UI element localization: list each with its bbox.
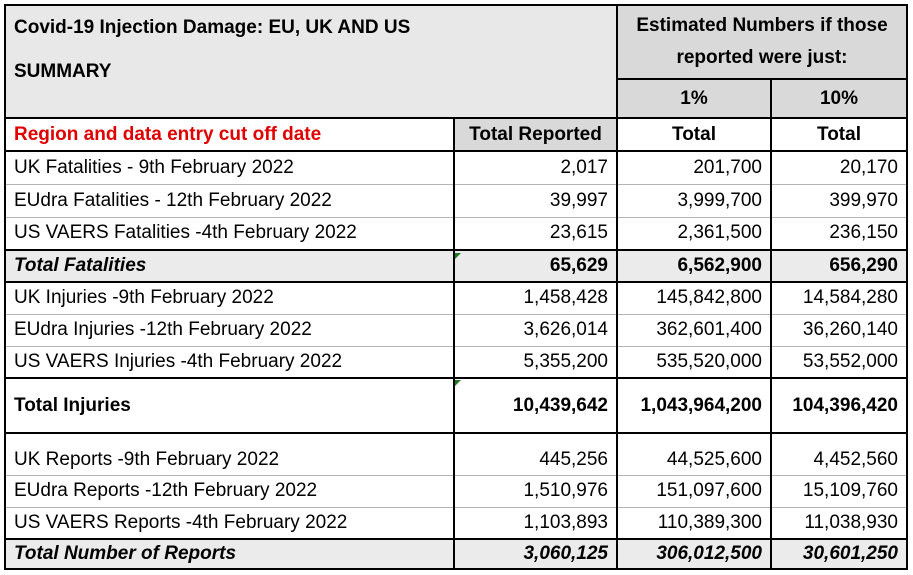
- cell-marker-icon: [455, 253, 461, 259]
- total-1pct-cell: 306,012,500: [617, 539, 772, 570]
- total-1pct-cell: 44,525,600: [617, 433, 772, 476]
- total-10pct-column-header: Total: [771, 117, 908, 152]
- total-1pct-cell: 145,842,800: [617, 282, 772, 315]
- total-1pct-cell: 535,520,000: [617, 346, 772, 379]
- table-row: EUdra Reports -12th February 2022 1,510,…: [4, 475, 908, 508]
- table-title-line1: Covid-19 Injection Damage: EU, UK AND US: [14, 17, 411, 38]
- table-row: UK Reports -9th February 2022 445,256 44…: [4, 433, 908, 476]
- percent-1-header: 1%: [616, 79, 772, 119]
- total-10pct-cell: 11,038,930: [771, 507, 908, 540]
- total-1pct-cell: 2,361,500: [617, 217, 772, 251]
- total-reported-cell: 23,615: [454, 217, 618, 251]
- estimated-numbers-header: Estimated Numbers if those reported were…: [617, 4, 908, 80]
- total-reports-row: Total Number of Reports 3,060,125 306,01…: [4, 539, 908, 570]
- total-reported-cell: 1,510,976: [454, 475, 618, 508]
- table-row: US VAERS Reports -4th February 2022 1,10…: [4, 507, 908, 540]
- total-reported-cell: 39,997: [454, 184, 618, 218]
- total-injuries-row: Total Injuries 10,439,642 1,043,964,200 …: [4, 378, 908, 434]
- total-10pct-cell: 4,452,560: [771, 433, 908, 476]
- total-1pct-cell: 1,043,964,200: [617, 378, 772, 434]
- total-1pct-cell: 110,389,300: [617, 507, 772, 540]
- row-label: US VAERS Injuries -4th February 2022: [4, 346, 455, 379]
- total-reported-cell: 2,017: [454, 151, 618, 185]
- table-row: EUdra Injuries -12th February 2022 3,626…: [4, 314, 908, 347]
- total-1pct-column-header: Total: [617, 117, 772, 152]
- region-column-header: Region and data entry cut off date: [4, 117, 455, 152]
- total-10pct-cell: 53,552,000: [771, 346, 908, 379]
- total-10pct-cell: 399,970: [771, 184, 908, 218]
- total-reported-cell: 445,256: [454, 433, 618, 476]
- summary-table: Covid-19 Injection Damage: EU, UK AND US…: [4, 4, 908, 570]
- row-label: EUdra Reports -12th February 2022: [4, 475, 455, 508]
- table-row: EUdra Fatalities - 12th February 2022 39…: [4, 184, 908, 218]
- total-10pct-cell: 30,601,250: [771, 539, 908, 570]
- total-reported-cell: 3,626,014: [454, 314, 618, 347]
- total-10pct-cell: 20,170: [771, 151, 908, 185]
- row-label: EUdra Fatalities - 12th February 2022: [4, 184, 455, 218]
- total-10pct-cell: 15,109,760: [771, 475, 908, 508]
- total-10pct-cell: 104,396,420: [771, 378, 908, 434]
- total-reported-cell: 5,355,200: [454, 346, 618, 379]
- row-label: UK Fatalities - 9th February 2022: [4, 151, 455, 185]
- row-label: EUdra Injuries -12th February 2022: [4, 314, 455, 347]
- estimated-header-line1: Estimated Numbers if those: [636, 15, 888, 36]
- cell-marker-icon: [455, 380, 461, 386]
- total-reported-cell: 10,439,642: [454, 378, 618, 434]
- total-reported-cell: 1,103,893: [454, 507, 618, 540]
- table-row: US VAERS Fatalities -4th February 2022 2…: [4, 217, 908, 251]
- row-label: UK Reports -9th February 2022: [4, 433, 455, 476]
- row-label: US VAERS Fatalities -4th February 2022: [4, 217, 455, 251]
- total-1pct-cell: 151,097,600: [617, 475, 772, 508]
- total-10pct-cell: 14,584,280: [771, 282, 908, 315]
- total-reported-column-header: Total Reported: [454, 117, 618, 152]
- total-row-label: Total Fatalities: [4, 250, 455, 283]
- total-reported-cell: 1,458,428: [454, 282, 618, 315]
- total-10pct-cell: 656,290: [771, 250, 908, 283]
- percent-10-header: 10%: [770, 79, 908, 119]
- total-1pct-cell: 362,601,400: [617, 314, 772, 347]
- estimated-header-line2: reported were just:: [676, 47, 848, 68]
- total-1pct-cell: 201,700: [617, 151, 772, 185]
- total-reported-cell: 65,629: [454, 250, 618, 283]
- table-row: UK Injuries -9th February 2022 1,458,428…: [4, 282, 908, 315]
- total-fatalities-row: Total Fatalities 65,629 6,562,900 656,29…: [4, 250, 908, 283]
- table-title: Covid-19 Injection Damage: EU, UK AND US…: [4, 4, 618, 118]
- total-1pct-cell: 3,999,700: [617, 184, 772, 218]
- total-1pct-cell: 6,562,900: [617, 250, 772, 283]
- table-title-line2: SUMMARY: [14, 61, 112, 82]
- row-label: UK Injuries -9th February 2022: [4, 282, 455, 315]
- total-row-label: Total Injuries: [4, 378, 455, 434]
- total-10pct-cell: 36,260,140: [771, 314, 908, 347]
- total-reported-cell: 3,060,125: [454, 539, 618, 570]
- row-label: US VAERS Reports -4th February 2022: [4, 507, 455, 540]
- total-row-label: Total Number of Reports: [4, 539, 455, 570]
- table-row: UK Fatalities - 9th February 2022 2,017 …: [4, 151, 908, 185]
- table-row: US VAERS Injuries -4th February 2022 5,3…: [4, 346, 908, 379]
- total-10pct-cell: 236,150: [771, 217, 908, 251]
